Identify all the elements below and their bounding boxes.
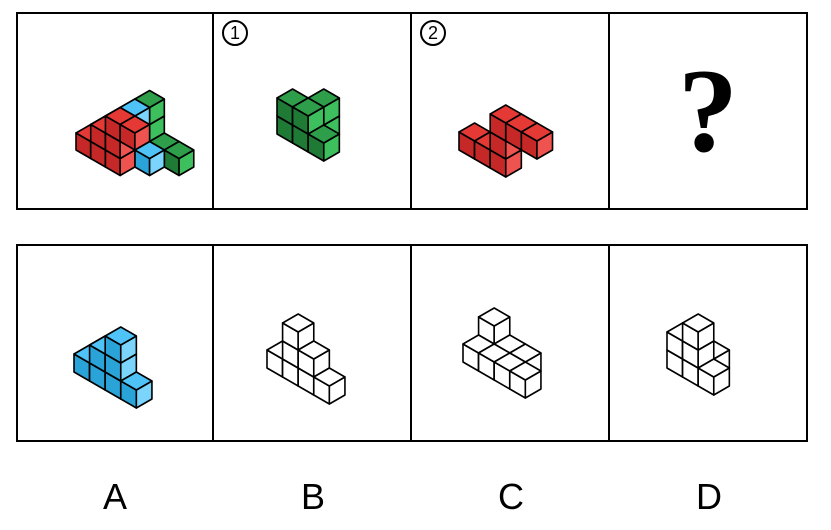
options-row xyxy=(16,244,815,442)
cell-piece-2: 2 xyxy=(412,12,610,210)
cubes-option-d xyxy=(611,246,805,440)
puzzle-container: 1 2 ? A B C D xyxy=(0,0,831,530)
label-d: D xyxy=(610,476,808,518)
cubes-piece-1 xyxy=(215,14,409,208)
label-a: A xyxy=(16,476,214,518)
cell-option-b[interactable] xyxy=(214,244,412,442)
cubes-option-a xyxy=(18,246,212,440)
cell-piece-1: 1 xyxy=(214,12,412,210)
question-mark: ? xyxy=(678,42,738,180)
cubes-option-c xyxy=(413,246,607,440)
labels-row: A B C D xyxy=(16,476,815,518)
cubes-piece-2 xyxy=(413,14,607,208)
badge-2: 2 xyxy=(420,20,446,46)
cell-question: ? xyxy=(610,12,808,210)
label-c: C xyxy=(412,476,610,518)
cubes-option-b xyxy=(215,246,409,440)
cell-main xyxy=(16,12,214,210)
cubes-main xyxy=(18,14,212,208)
badge-1: 1 xyxy=(222,20,248,46)
cell-option-c[interactable] xyxy=(412,244,610,442)
label-b: B xyxy=(214,476,412,518)
top-row: 1 2 ? xyxy=(16,12,815,210)
cell-option-a[interactable] xyxy=(16,244,214,442)
cell-option-d[interactable] xyxy=(610,244,808,442)
